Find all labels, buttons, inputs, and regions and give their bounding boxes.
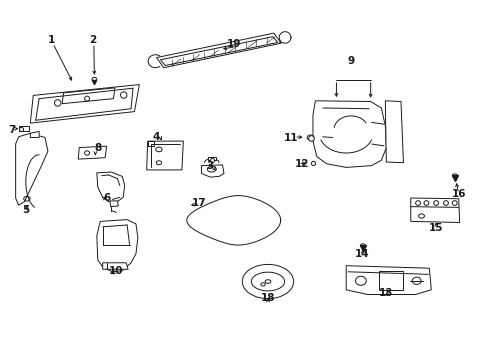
Polygon shape <box>156 33 281 68</box>
Text: 19: 19 <box>226 39 241 49</box>
Polygon shape <box>207 157 216 160</box>
Polygon shape <box>97 220 138 272</box>
Polygon shape <box>378 271 403 290</box>
Text: 4: 4 <box>152 132 160 142</box>
Text: 10: 10 <box>109 266 123 276</box>
Polygon shape <box>30 85 139 123</box>
Text: 5: 5 <box>22 204 29 215</box>
Polygon shape <box>146 141 183 170</box>
Text: 18: 18 <box>260 293 275 303</box>
Text: 8: 8 <box>94 143 101 153</box>
Polygon shape <box>147 141 154 146</box>
Text: 14: 14 <box>354 249 368 259</box>
Polygon shape <box>346 266 430 294</box>
Text: 3: 3 <box>206 161 213 171</box>
Polygon shape <box>30 131 39 138</box>
Polygon shape <box>410 198 459 222</box>
Polygon shape <box>312 101 386 167</box>
Text: 1: 1 <box>48 35 55 45</box>
Polygon shape <box>62 88 115 104</box>
Polygon shape <box>16 133 48 205</box>
Text: 6: 6 <box>103 193 110 203</box>
Polygon shape <box>102 263 128 269</box>
Polygon shape <box>201 165 224 177</box>
Text: 7: 7 <box>8 125 16 135</box>
Polygon shape <box>78 146 106 159</box>
Text: 15: 15 <box>428 222 443 233</box>
Text: 2: 2 <box>89 35 96 45</box>
Polygon shape <box>19 126 29 131</box>
Polygon shape <box>97 172 124 202</box>
Text: 9: 9 <box>347 56 354 66</box>
Text: 11: 11 <box>283 132 298 143</box>
Polygon shape <box>110 201 118 207</box>
Text: 16: 16 <box>450 189 465 199</box>
Polygon shape <box>385 101 403 163</box>
Text: 13: 13 <box>378 288 393 298</box>
Text: 17: 17 <box>192 198 206 208</box>
Text: 12: 12 <box>294 159 309 169</box>
